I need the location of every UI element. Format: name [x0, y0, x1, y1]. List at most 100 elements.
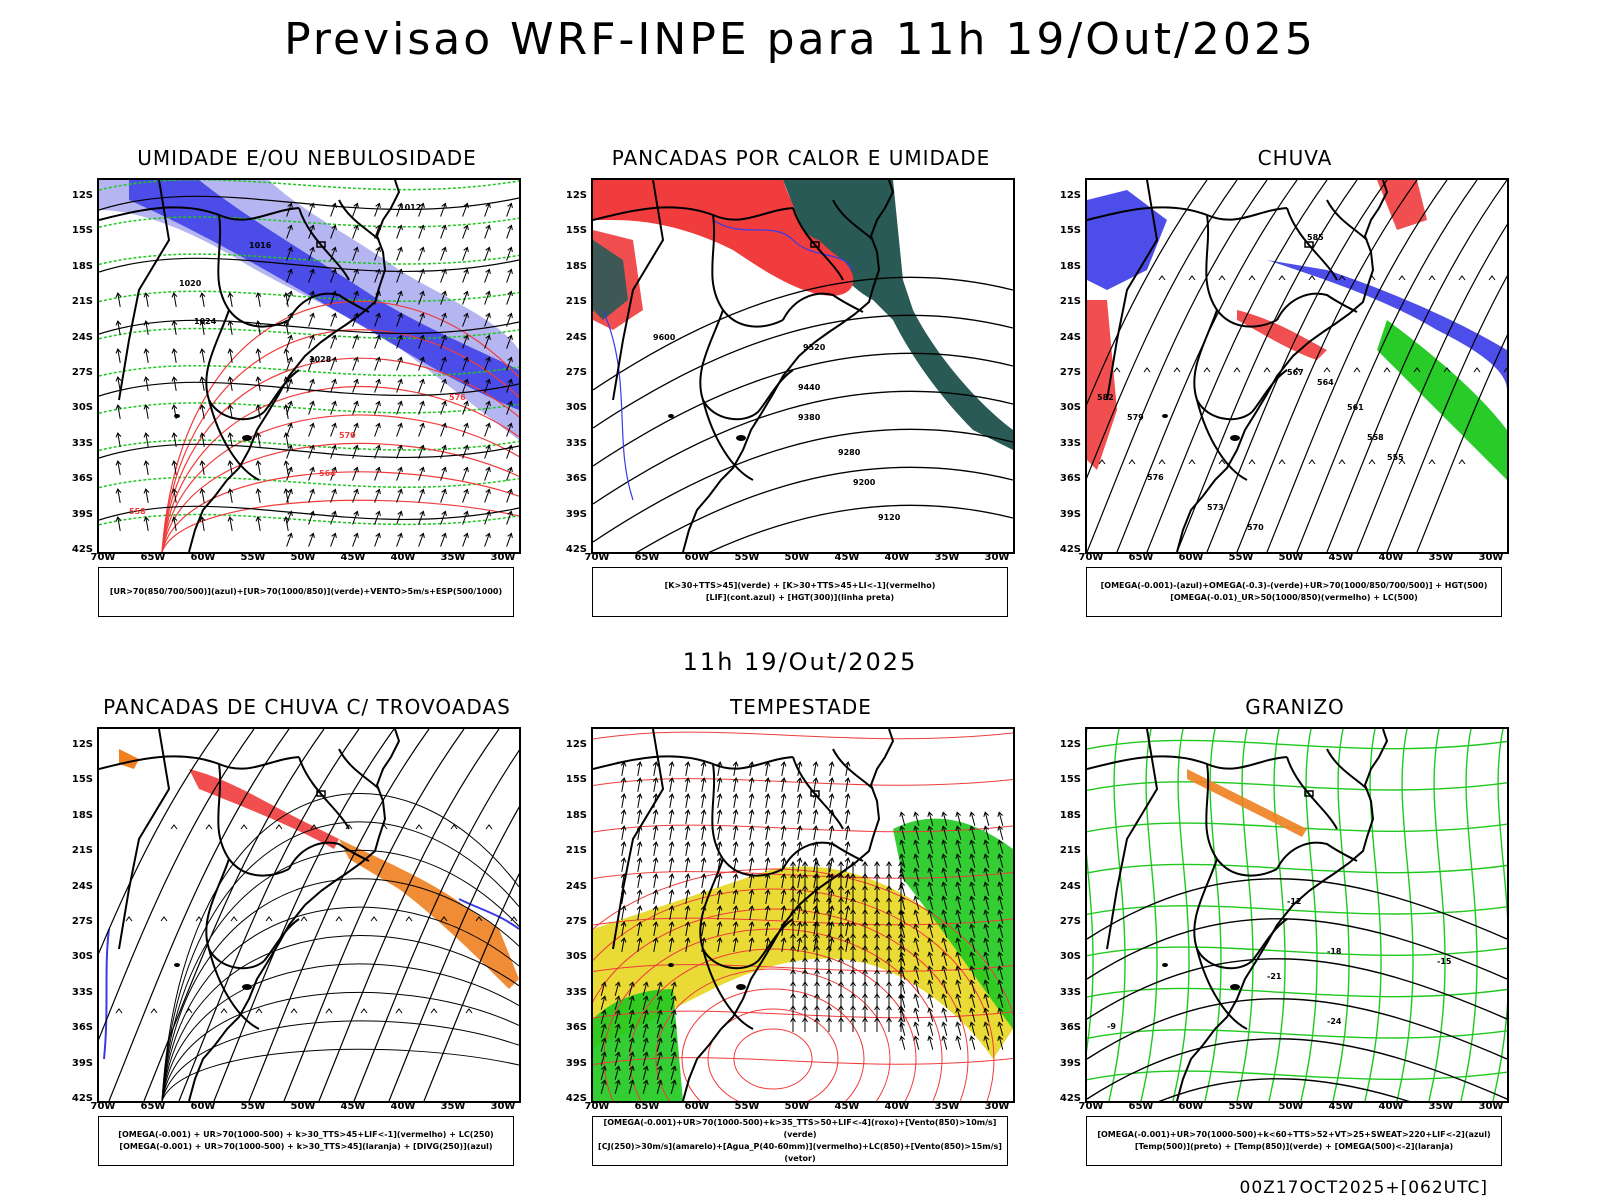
lat-label: 30S [565, 402, 587, 414]
lon-label: 55W [734, 1101, 760, 1112]
lat-label: 33S [71, 437, 93, 449]
legend-trovoadas: [OMEGA(-0.001) + UR>70(1000-500) + k>30_… [98, 1116, 514, 1166]
svg-text:570: 570 [339, 431, 356, 440]
lat-label: 15S [565, 774, 587, 786]
lon-label: 50W [784, 552, 810, 563]
legend-line: [OMEGA(-0.001)+UR>70(1000-500)+k>35_TTS>… [603, 1118, 997, 1139]
svg-text:570: 570 [1247, 523, 1264, 532]
lat-label: 18S [1059, 809, 1081, 821]
svg-text:-18: -18 [1327, 947, 1342, 956]
legend-line: [CJ(250)>30m/s](amarelo)+[Agua_P(40-60mm… [598, 1142, 1002, 1163]
lon-label: 45W [834, 1101, 860, 1112]
lat-label: 12S [1059, 190, 1081, 201]
lon-label: 70W [584, 1101, 610, 1112]
lon-label: 65W [1128, 552, 1154, 563]
lat-label: 15S [71, 225, 93, 237]
map-tempestade [591, 727, 1015, 1103]
lon-label: 55W [240, 1101, 266, 1112]
svg-text:9280: 9280 [838, 448, 861, 457]
legend-line: [LIF](cont.azul) + [HGT(300)](linha pret… [705, 593, 895, 602]
panel-title-chuva: CHUVA [1257, 146, 1333, 170]
lat-label: 30S [71, 402, 93, 414]
map-canvas-umidade: 1012 1016 1020 1024 1028 576 570 564 558 [99, 180, 519, 552]
lat-label: 12S [565, 190, 587, 201]
lon-label: 65W [634, 552, 660, 563]
svg-text:573: 573 [1207, 503, 1224, 512]
lon-label: 40W [1378, 1101, 1404, 1112]
lat-label: 12S [565, 739, 587, 750]
svg-text:576: 576 [449, 393, 466, 402]
lon-label: 30W [1478, 552, 1504, 563]
svg-text:9520: 9520 [803, 343, 826, 352]
lat-label: 36S [71, 1022, 93, 1034]
lon-label: 55W [240, 552, 266, 563]
panel-title-granizo: GRANIZO [1245, 695, 1345, 719]
lon-label: 60W [1178, 1101, 1204, 1112]
lat-label: 42S [1059, 1093, 1081, 1104]
lat-label: 39S [71, 508, 93, 520]
lon-label: 35W [1428, 1101, 1454, 1112]
legend-line: [UR>70(850/700/500)](azul)+[UR>70(1000/8… [109, 587, 503, 596]
svg-text:576: 576 [1147, 473, 1164, 482]
lat-label: 24S [565, 880, 587, 892]
svg-text:558: 558 [129, 507, 146, 516]
legend-line: [OMEGA(-0.001)+UR>70(1000-500)+k<60+TTS>… [1097, 1130, 1491, 1139]
lat-label: 12S [1059, 739, 1081, 750]
lon-label: 30W [490, 1101, 516, 1112]
legend-pancadas: [K>30+TTS>45](verde) + [K>30+TTS>45+LI<-… [592, 567, 1008, 617]
map-trovoadas [97, 727, 521, 1103]
legend-line: [Temp(500)](preto) + [Temp(850)](verde) … [1134, 1142, 1454, 1151]
lat-label: 33S [1059, 437, 1081, 449]
svg-text:9380: 9380 [798, 413, 821, 422]
lon-label: 40W [390, 1101, 416, 1112]
lon-label: 60W [190, 1101, 216, 1112]
lon-label: 45W [1328, 1101, 1354, 1112]
lat-label: 24S [1059, 331, 1081, 343]
lon-label: 70W [90, 1101, 116, 1112]
lat-label: 21S [71, 845, 93, 857]
lon-label: 35W [440, 552, 466, 563]
lat-label: 27S [565, 916, 587, 927]
svg-text:9440: 9440 [798, 383, 821, 392]
lat-label: 36S [565, 473, 587, 485]
lat-label: 30S [565, 951, 587, 963]
lat-label: 24S [565, 331, 587, 343]
lat-label: 42S [565, 544, 587, 555]
svg-text:9600: 9600 [653, 333, 676, 342]
lat-label: 24S [71, 880, 93, 892]
lon-label: 30W [1478, 1101, 1504, 1112]
legend-chuva: [OMEGA(-0.001)-(azul)+OMEGA(-0.3)-(verde… [1086, 567, 1502, 617]
lon-label: 70W [1078, 1101, 1104, 1112]
lat-label: 39S [71, 1057, 93, 1069]
lat-label: 30S [71, 951, 93, 963]
svg-text:1028: 1028 [309, 355, 332, 364]
page-title: Previsao WRF-INPE para 11h 19/Out/2025 [284, 14, 1316, 65]
map-canvas-trovoadas [99, 729, 519, 1101]
lat-label: 12S [71, 190, 93, 201]
lat-label: 18S [71, 260, 93, 272]
lon-label: 60W [684, 552, 710, 563]
lat-label: 27S [565, 367, 587, 378]
svg-text:9120: 9120 [878, 513, 901, 522]
lat-label: 15S [1059, 774, 1081, 786]
lon-label: 30W [490, 552, 516, 563]
lat-label: 42S [1059, 544, 1081, 555]
map-chuva: 585 582 579 576 573 570 567 564 561 558 555 [1085, 178, 1509, 554]
lon-label: 40W [884, 1101, 910, 1112]
map-canvas-tempestade [593, 729, 1013, 1101]
lon-label: 50W [290, 552, 316, 563]
run-timestamp: 00Z17OCT2025+[062UTC] [1239, 1178, 1488, 1198]
bottom-row-subtitle: 11h 19/Out/2025 [682, 648, 918, 676]
panel-title-umidade: UMIDADE E/OU NEBULOSIDADE [137, 146, 477, 170]
map-canvas-chuva: 585 582 579 576 573 570 567 564 561 558 555 [1087, 180, 1507, 552]
lon-label: 40W [884, 552, 910, 563]
lat-label: 33S [1059, 986, 1081, 998]
lon-label: 70W [584, 552, 610, 563]
map-canvas-granizo: -12 -15 -18 -21 -24 -9 [1087, 729, 1507, 1101]
lon-label: 35W [440, 1101, 466, 1112]
lat-label: 15S [565, 225, 587, 237]
legend-line: [OMEGA(-0.001)-(azul)+OMEGA(-0.3)-(verde… [1100, 581, 1488, 590]
lon-label: 35W [1428, 552, 1454, 563]
lon-label: 60W [1178, 552, 1204, 563]
lon-label: 35W [934, 552, 960, 563]
